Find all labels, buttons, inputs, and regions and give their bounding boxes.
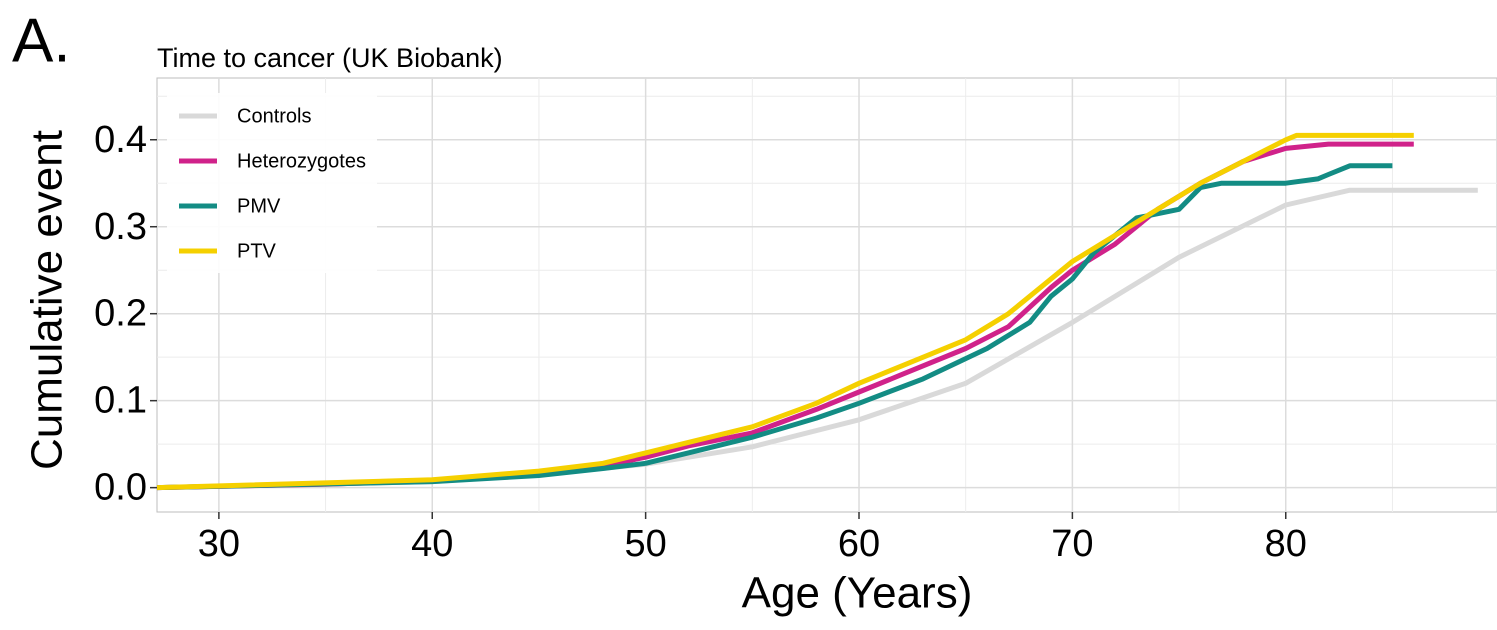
legend-label: Controls [237,105,311,127]
x-tick-label: 60 [838,523,880,565]
x-tick-label: 30 [198,523,240,565]
y-tick-label: 0.4 [94,119,147,161]
x-tick-label: 40 [411,523,453,565]
legend-label: PTV [237,240,277,262]
legend-label: PMV [237,195,281,217]
chart-title: Time to cancer (UK Biobank) [157,43,503,73]
y-tick-label: 0.0 [94,467,147,509]
x-axis-title: Age (Years) [742,569,973,618]
y-axis-title: Cumulative event [23,130,72,470]
y-tick-label: 0.3 [94,206,147,248]
panel-label: A. [12,6,71,75]
y-tick-label: 0.1 [94,380,147,422]
y-tick-label: 0.2 [94,293,147,335]
legend-label: Heterozygotes [237,150,366,172]
series-line [156,163,1393,491]
x-tick-label: 70 [1051,523,1093,565]
legend-background [167,93,377,273]
series-line [156,132,1414,491]
x-tick-label: 50 [624,523,666,565]
x-tick-label: 80 [1265,523,1307,565]
